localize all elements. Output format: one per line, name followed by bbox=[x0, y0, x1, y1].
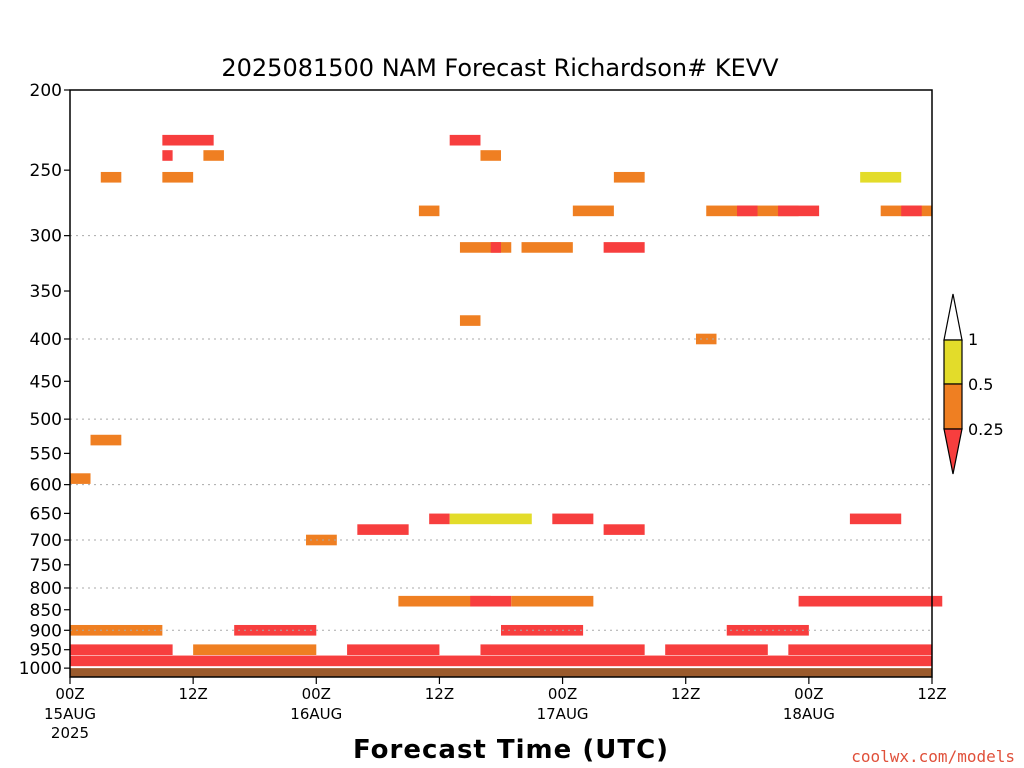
y-tick-label: 400 bbox=[30, 330, 62, 350]
heatmap-cell bbox=[501, 624, 584, 636]
y-tick-label: 1000 bbox=[19, 659, 62, 679]
x-tick-date: 15AUG bbox=[44, 705, 96, 723]
y-tick-label: 900 bbox=[30, 621, 62, 641]
heatmap-cell bbox=[162, 171, 194, 183]
credit-text: coolwx.com/models bbox=[851, 747, 1015, 766]
colorbar-box-025-05 bbox=[943, 383, 963, 430]
y-tick-label: 500 bbox=[30, 410, 62, 430]
heatmap-cell bbox=[100, 171, 122, 183]
colorbar-label: 1 bbox=[968, 330, 978, 349]
x-tick-label: 12Z bbox=[671, 685, 700, 703]
heatmap-cell bbox=[511, 595, 594, 607]
heatmap-cell bbox=[203, 150, 224, 161]
colorbar-label: 0.25 bbox=[968, 420, 1004, 439]
heatmap-cell bbox=[552, 513, 594, 525]
x-tick-label: 12Z bbox=[425, 685, 454, 703]
heatmap-cell bbox=[418, 205, 440, 217]
heatmap-cell bbox=[613, 171, 645, 183]
heatmap-cell bbox=[70, 655, 932, 667]
heatmap-cell bbox=[90, 434, 122, 446]
x-tick-label: 00Z bbox=[548, 685, 577, 703]
heatmap-cell bbox=[398, 595, 491, 607]
colorbar-label: 0.5 bbox=[968, 375, 993, 394]
ground-fill bbox=[70, 668, 932, 677]
x-tick-date: 18AUG bbox=[783, 705, 835, 723]
heatmap-cell bbox=[429, 513, 450, 525]
y-tick-label: 650 bbox=[30, 504, 62, 524]
heatmap-cell bbox=[357, 524, 409, 535]
heatmap-cell bbox=[798, 595, 943, 607]
y-tick-label: 300 bbox=[30, 227, 62, 247]
heatmap-cell bbox=[306, 534, 337, 546]
plot-frame bbox=[69, 89, 933, 678]
heatmap-cell bbox=[470, 595, 512, 607]
x-tick-label: 00Z bbox=[794, 685, 823, 703]
heatmap-cell bbox=[449, 513, 532, 525]
heatmap-cell bbox=[603, 524, 645, 535]
chart-title: 2025081500 NAM Forecast Richardson# KEVV bbox=[221, 54, 779, 82]
heatmap-cell bbox=[193, 644, 317, 656]
heatmap-cell bbox=[778, 205, 820, 217]
heatmap-cell bbox=[459, 242, 512, 253]
heatmap-cell bbox=[480, 644, 645, 656]
y-tick-label: 950 bbox=[30, 641, 62, 661]
y-tick-label: 450 bbox=[30, 372, 62, 392]
heatmap-cell bbox=[665, 644, 768, 656]
y-tick-label: 600 bbox=[30, 476, 62, 496]
y-tick-label: 200 bbox=[30, 81, 62, 101]
heatmap-cell bbox=[788, 644, 932, 656]
y-tick-label: 250 bbox=[30, 161, 62, 181]
heatmap-cell bbox=[70, 644, 173, 656]
heatmap-cell bbox=[459, 315, 481, 326]
y-tick-label: 700 bbox=[30, 531, 62, 551]
x-tick-year: 2025 bbox=[51, 724, 89, 742]
heatmap-cell bbox=[449, 134, 481, 146]
heatmap-cell bbox=[490, 242, 501, 253]
heatmap-cell bbox=[849, 513, 902, 525]
plot-area bbox=[69, 89, 943, 678]
x-tick-date: 16AUG bbox=[290, 705, 342, 723]
colorbar-lower-triangle bbox=[943, 428, 963, 475]
colorbar-box-05-1 bbox=[943, 339, 963, 385]
heatmap-cell bbox=[901, 205, 922, 217]
heatmap-cell bbox=[572, 205, 614, 217]
x-tick-label: 12Z bbox=[178, 685, 207, 703]
heatmap-cell bbox=[860, 171, 902, 183]
x-axis-label: Forecast Time (UTC) bbox=[353, 735, 669, 765]
colorbar-legend: 1 0.5 0.25 bbox=[943, 293, 1004, 475]
colorbar-upper-triangle bbox=[943, 293, 963, 341]
y-axis: 200 250 300 350 400 450 500 550 600 650 700 750 8008… bbox=[19, 81, 70, 679]
heatmap-cell bbox=[162, 150, 173, 161]
heatmap-cell bbox=[162, 134, 214, 146]
y-tick-label: 750 bbox=[30, 556, 62, 576]
heatmap-cell bbox=[70, 473, 91, 484]
y-tick-label: 850 bbox=[30, 601, 62, 621]
heatmap-cell bbox=[737, 205, 758, 217]
x-tick-label: 12Z bbox=[917, 685, 946, 703]
heatmap-cell bbox=[347, 644, 440, 656]
x-tick-date: 17AUG bbox=[537, 705, 589, 723]
heatmap-cell bbox=[521, 242, 573, 253]
y-tick-label: 350 bbox=[30, 282, 62, 302]
heatmap-cell bbox=[480, 150, 501, 161]
ground-layer bbox=[70, 668, 932, 677]
y-tick-label: 800 bbox=[30, 579, 62, 599]
y-tick-label: 550 bbox=[30, 444, 62, 464]
x-tick-label: 00Z bbox=[302, 685, 331, 703]
heatmap-cell bbox=[70, 624, 163, 636]
plot-background bbox=[70, 90, 932, 677]
heatmap-cell bbox=[603, 242, 645, 253]
x-tick-label: 00Z bbox=[55, 685, 84, 703]
